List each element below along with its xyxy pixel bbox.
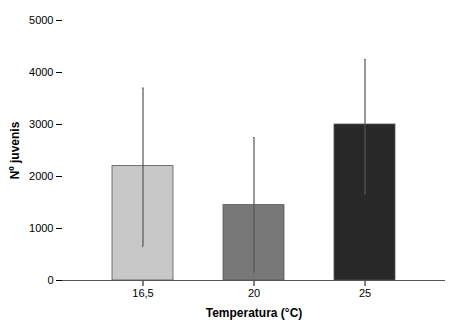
svg-text:16,5: 16,5 [132,287,153,299]
svg-text:1000: 1000 [29,222,53,234]
svg-text:5000: 5000 [29,14,53,26]
svg-text:Temperatura (°C): Temperatura (°C) [206,306,303,320]
svg-text:Nº juvenis: Nº juvenis [8,121,22,179]
svg-text:25: 25 [359,287,371,299]
svg-text:3000: 3000 [29,118,53,130]
svg-text:20: 20 [248,287,260,299]
svg-text:0: 0 [47,274,53,286]
svg-text:4000: 4000 [29,66,53,78]
svg-text:2000: 2000 [29,170,53,182]
